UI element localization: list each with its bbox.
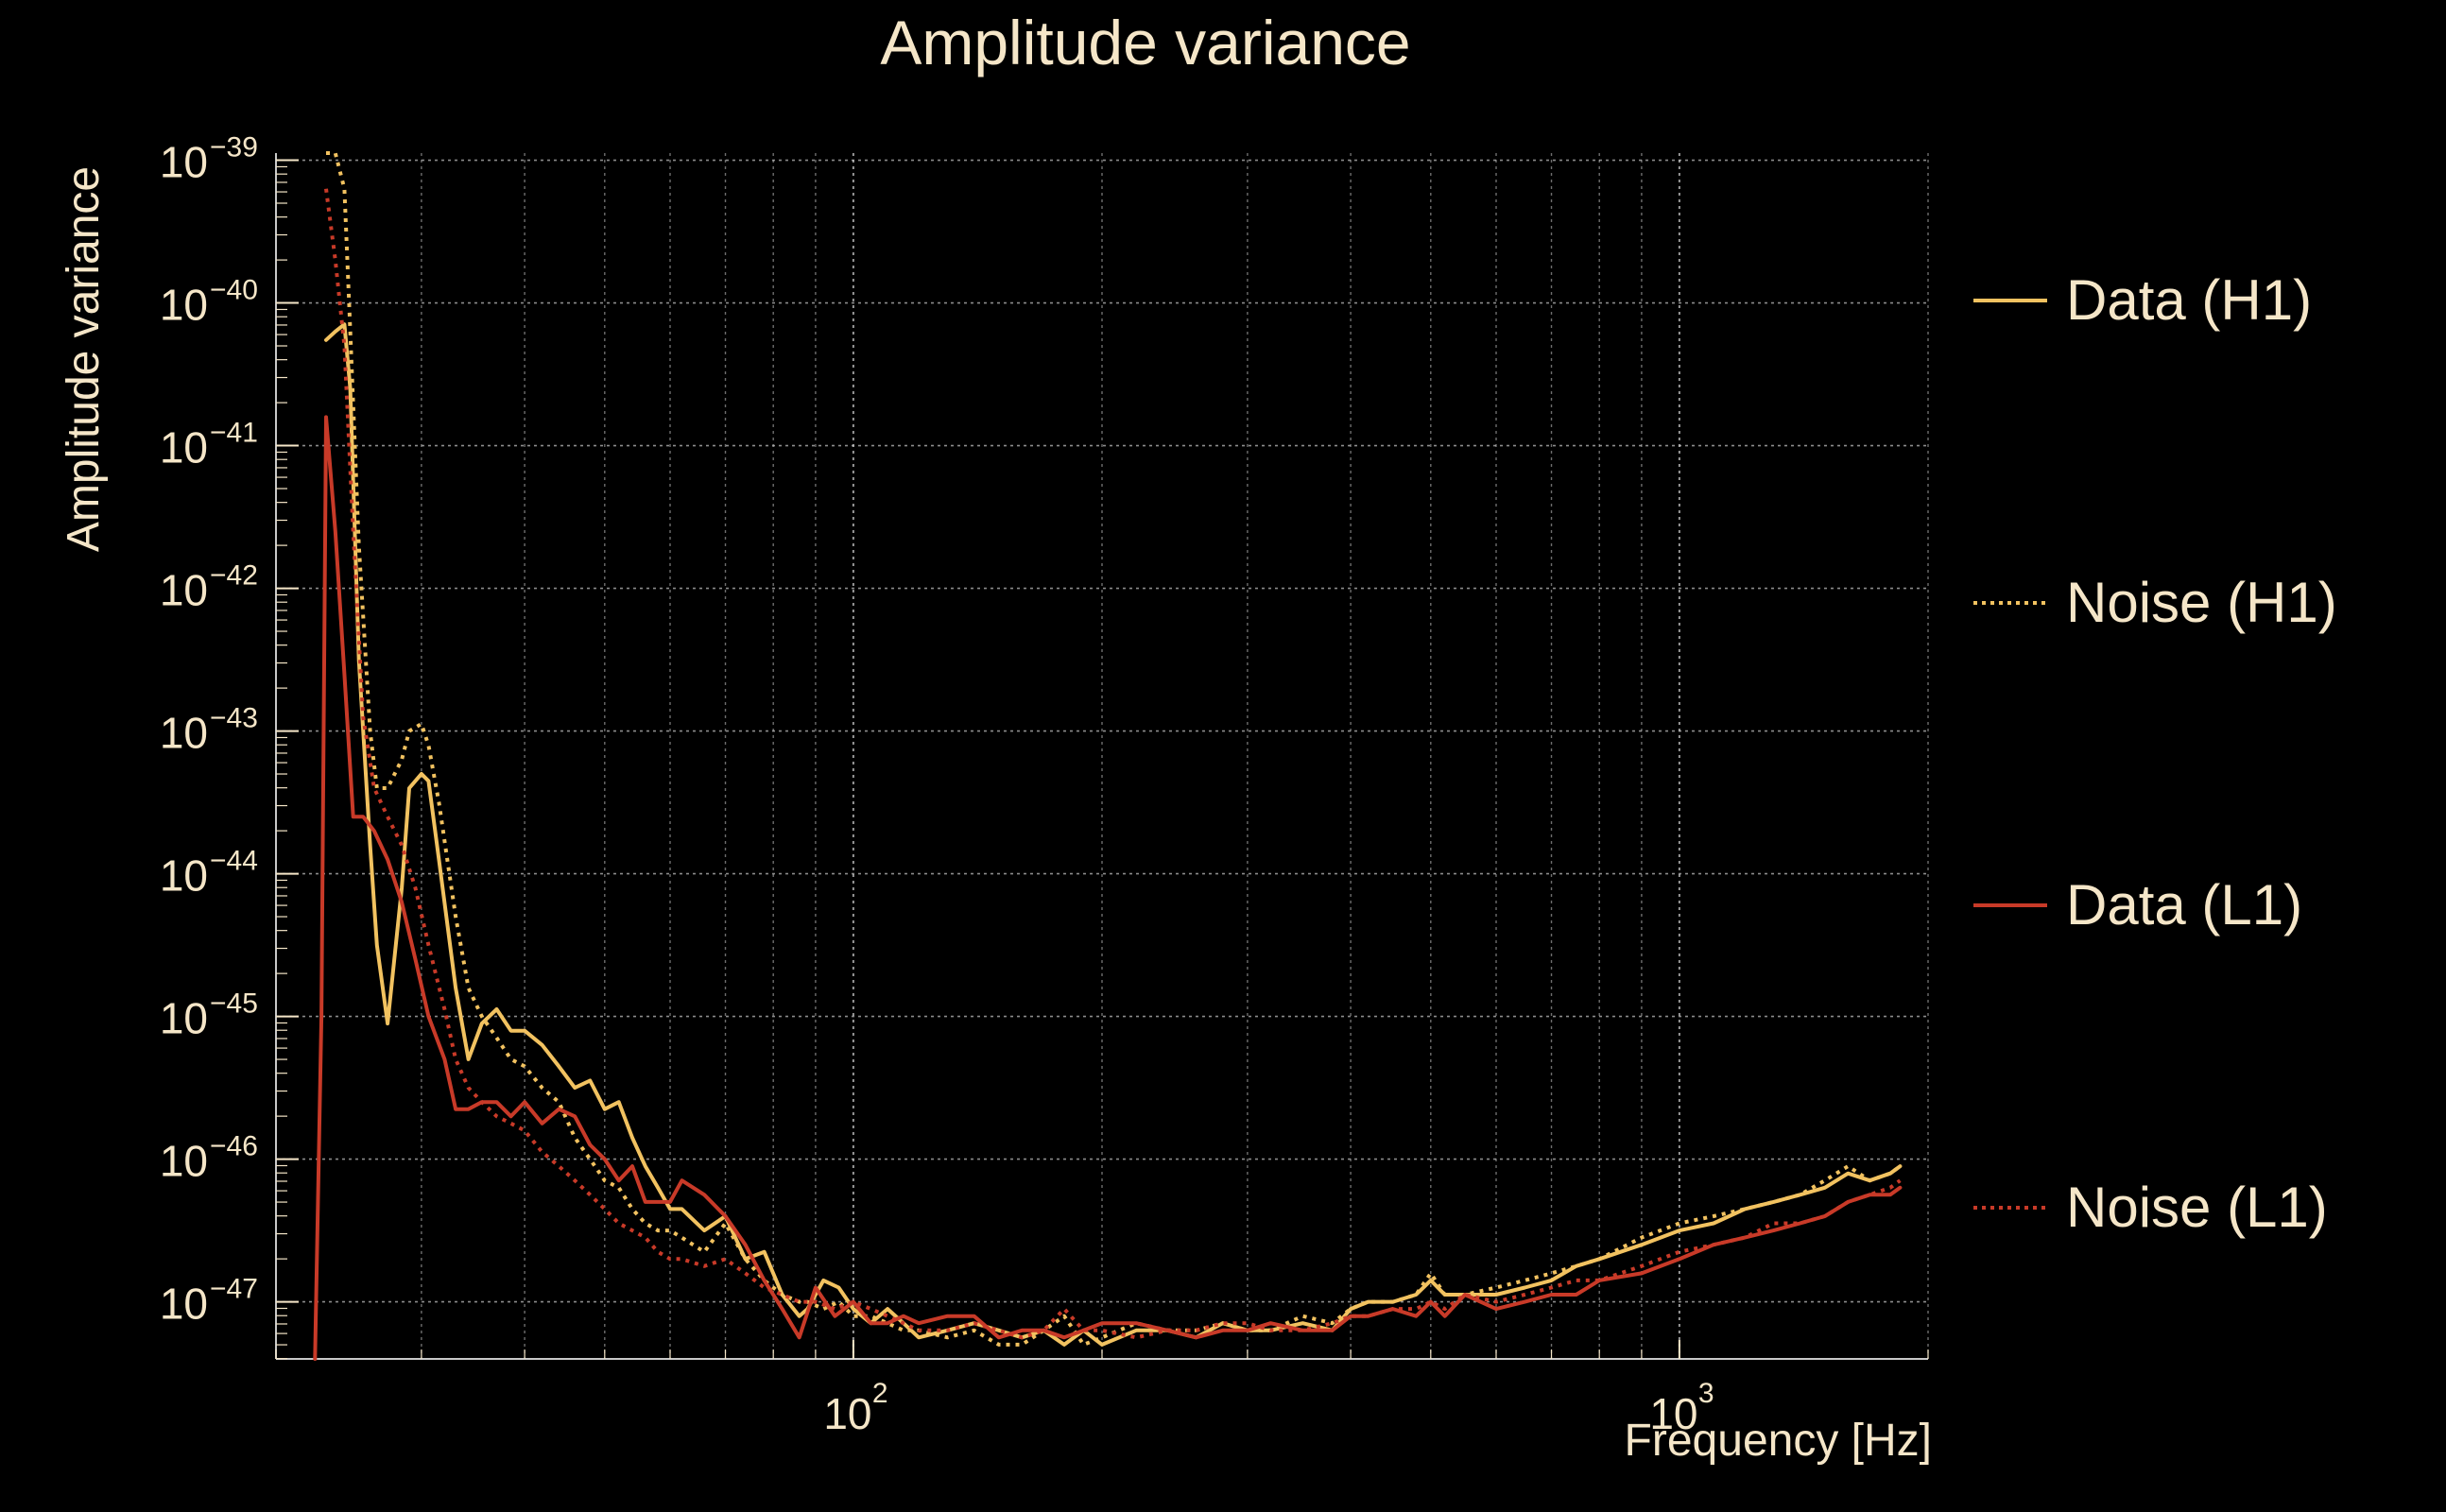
series-line-noise-l1 — [324, 188, 1902, 1340]
legend-entry: Data (L1) — [1973, 873, 2302, 936]
y-tick-label: 10 — [160, 709, 208, 758]
x-axis-label: Frequency [Hz] — [1625, 1416, 1932, 1466]
legend: Data (H1) Noise (H1) Data (L1) Noise (L1) — [1973, 268, 2337, 1239]
y-tick-label: 10 — [160, 138, 208, 187]
legend-entry: Data (H1) — [1973, 268, 2312, 332]
y-tick-exponent: −43 — [210, 703, 258, 734]
series-lines — [313, 151, 1903, 1361]
y-tick-exponent: −42 — [210, 560, 258, 592]
legend-label: Data (H1) — [2066, 268, 2312, 332]
y-tick-exponent: −44 — [210, 846, 258, 877]
tick-labels: 10−3910−4010−4110−4210−4310−4410−4510−46… — [160, 132, 1714, 1438]
grid — [275, 153, 1929, 1359]
y-tick-label: 10 — [160, 994, 208, 1043]
legend-label: Data (L1) — [2066, 873, 2302, 936]
y-tick-exponent: −41 — [210, 418, 258, 449]
legend-label: Noise (H1) — [2066, 571, 2337, 634]
y-tick-label: 10 — [160, 423, 208, 472]
series-line-noise-h1 — [326, 151, 1902, 1347]
y-tick-label: 10 — [160, 281, 208, 330]
x-tick-label: 10 — [823, 1389, 871, 1438]
y-tick-exponent: −45 — [210, 988, 258, 1020]
x-tick-exponent: 2 — [872, 1378, 888, 1409]
x-tick-exponent: 3 — [1698, 1378, 1714, 1409]
legend-entry: Noise (H1) — [1973, 571, 2337, 634]
y-tick-exponent: −47 — [210, 1274, 258, 1305]
legend-label: Noise (L1) — [2066, 1176, 2328, 1239]
series-points-noise-l1 — [325, 188, 1901, 1338]
x-tick-label: 10 — [1649, 1389, 1697, 1438]
y-tick-exponent: −40 — [210, 275, 258, 306]
chart-title: Amplitude variance — [880, 8, 1410, 77]
axes — [275, 153, 1929, 1360]
legend-entry: Noise (L1) — [1973, 1176, 2328, 1239]
y-tick-label: 10 — [160, 566, 208, 615]
y-tick-exponent: −39 — [210, 132, 258, 163]
y-axis-label: Amplitude variance — [59, 166, 109, 552]
y-tick-label: 10 — [160, 851, 208, 901]
y-tick-exponent: −46 — [210, 1131, 258, 1162]
y-tick-label: 10 — [160, 1280, 208, 1329]
y-tick-label: 10 — [160, 1137, 208, 1186]
